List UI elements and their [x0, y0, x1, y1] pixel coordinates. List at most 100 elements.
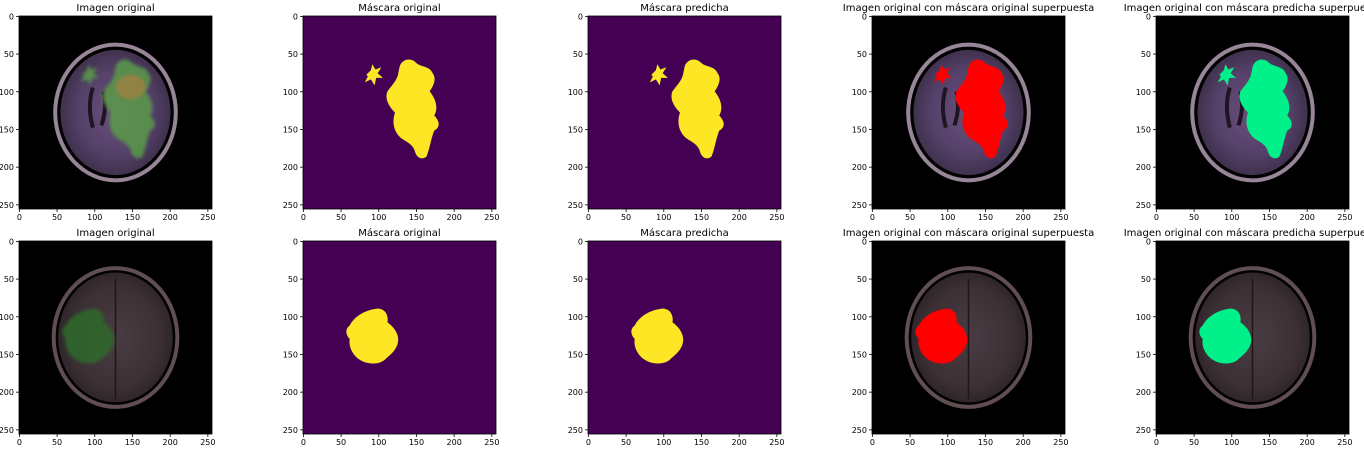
overlay-region: [933, 64, 952, 86]
mask-region: [631, 308, 684, 364]
axes-frame: [302, 240, 497, 435]
x-tick-label: 50: [336, 438, 346, 447]
x-tick-label: 0: [586, 213, 591, 222]
panel-title: Imagen original: [76, 3, 154, 14]
panel-image: [872, 16, 1065, 209]
panel-image: [19, 241, 212, 434]
panel-title: Máscara original: [358, 227, 440, 239]
y-tick-label: 0: [9, 12, 14, 21]
overlay-region: [1217, 64, 1236, 86]
y-tick-label: 100: [852, 88, 867, 97]
y-tick-label: 200: [0, 388, 14, 397]
y-tick-label: 0: [578, 12, 583, 21]
y-tick-label: 0: [862, 12, 867, 21]
x-tick-label: 100: [656, 438, 671, 447]
x-tick-label: 0: [17, 213, 22, 222]
x-tick-label: 200: [447, 213, 462, 222]
x-tick-label: 50: [621, 438, 631, 447]
panel-title: Máscara original: [358, 2, 440, 14]
x-tick-label: 50: [52, 438, 62, 447]
panel-r1-c5: Imagen original con máscara predicha sup…: [1124, 2, 1364, 222]
x-tick-label: 200: [1016, 438, 1031, 447]
x-tick-label: 250: [484, 213, 499, 222]
mask-background: [588, 241, 781, 434]
skull-outline: [51, 266, 180, 409]
x-tick-label: 200: [732, 438, 747, 447]
tumor-tissue: [80, 64, 99, 86]
x-tick-label: 0: [586, 438, 591, 447]
panel-image: [872, 241, 1065, 434]
panel-image: [1156, 241, 1349, 434]
skull-outline: [53, 42, 178, 183]
mask-region: [386, 59, 439, 159]
x-tick-label: 100: [371, 213, 386, 222]
x-tick-label: 100: [1224, 438, 1239, 447]
x-tick-label: 250: [200, 213, 215, 222]
x-tick-label: 100: [1224, 213, 1239, 222]
x-tick-label: 50: [905, 438, 915, 447]
mask-region: [346, 308, 399, 364]
x-tick-label: 100: [87, 213, 102, 222]
y-tick-label: 250: [852, 201, 867, 210]
x-tick-label: 150: [125, 213, 140, 222]
y-tick-label: 100: [283, 313, 298, 322]
panel-image: [588, 16, 781, 209]
mask-region: [649, 64, 668, 86]
y-tick-label: 100: [283, 88, 298, 97]
y-tick-label: 100: [0, 88, 14, 97]
skull-outline: [1190, 42, 1315, 183]
x-tick-label: 250: [1053, 213, 1068, 222]
y-tick-label: 250: [568, 426, 583, 435]
x-tick-label: 200: [163, 438, 178, 447]
y-tick-label: 150: [0, 125, 14, 134]
x-tick-label: 50: [52, 213, 62, 222]
panel-title: Imagen original con máscara predicha sup…: [1124, 2, 1364, 14]
x-tick-label: 200: [1016, 213, 1031, 222]
y-tick-label: 200: [568, 163, 583, 172]
y-tick-label: 250: [852, 426, 867, 435]
axes-frame: [302, 15, 497, 210]
x-tick-label: 250: [1053, 438, 1068, 447]
y-tick-label: 0: [9, 237, 14, 246]
x-tick-label: 150: [978, 438, 993, 447]
y-tick-label: 250: [1136, 201, 1151, 210]
y-tick-label: 50: [4, 50, 14, 59]
tumor-tissue: [62, 308, 115, 364]
x-tick-label: 100: [656, 213, 671, 222]
y-tick-label: 50: [857, 275, 867, 284]
x-tick-label: 250: [1337, 438, 1352, 447]
y-tick-label: 250: [283, 201, 298, 210]
panel-title: Imagen original con máscara original sup…: [843, 227, 1094, 239]
x-tick-label: 50: [1189, 438, 1199, 447]
y-tick-label: 50: [1141, 275, 1151, 284]
y-tick-label: 150: [568, 350, 583, 359]
x-tick-label: 100: [940, 438, 955, 447]
axes-frame: [587, 15, 782, 210]
x-tick-label: 0: [870, 213, 875, 222]
x-tick-label: 250: [200, 438, 215, 447]
axes-frame: [1155, 15, 1350, 210]
skull-outline: [906, 42, 1031, 183]
panel-image: [1156, 16, 1349, 209]
y-tick-label: 150: [283, 125, 298, 134]
panel-title: Imagen original con máscara original sup…: [843, 2, 1094, 14]
x-tick-label: 100: [87, 438, 102, 447]
overlay-region: [915, 308, 968, 364]
panel-image: [303, 16, 496, 209]
x-tick-label: 50: [1189, 213, 1199, 222]
y-tick-label: 200: [852, 388, 867, 397]
x-tick-label: 250: [1337, 213, 1352, 222]
x-tick-label: 250: [769, 213, 784, 222]
panel-image: [19, 16, 212, 209]
x-tick-label: 150: [1262, 213, 1277, 222]
y-tick-label: 50: [288, 50, 298, 59]
x-tick-label: 0: [870, 438, 875, 447]
mask-region: [364, 64, 383, 86]
y-tick-label: 250: [0, 426, 14, 435]
panel-title: Máscara predicha: [640, 227, 729, 239]
x-tick-label: 0: [301, 213, 306, 222]
y-tick-label: 50: [573, 50, 583, 59]
y-tick-label: 50: [4, 275, 14, 284]
y-tick-label: 250: [568, 201, 583, 210]
